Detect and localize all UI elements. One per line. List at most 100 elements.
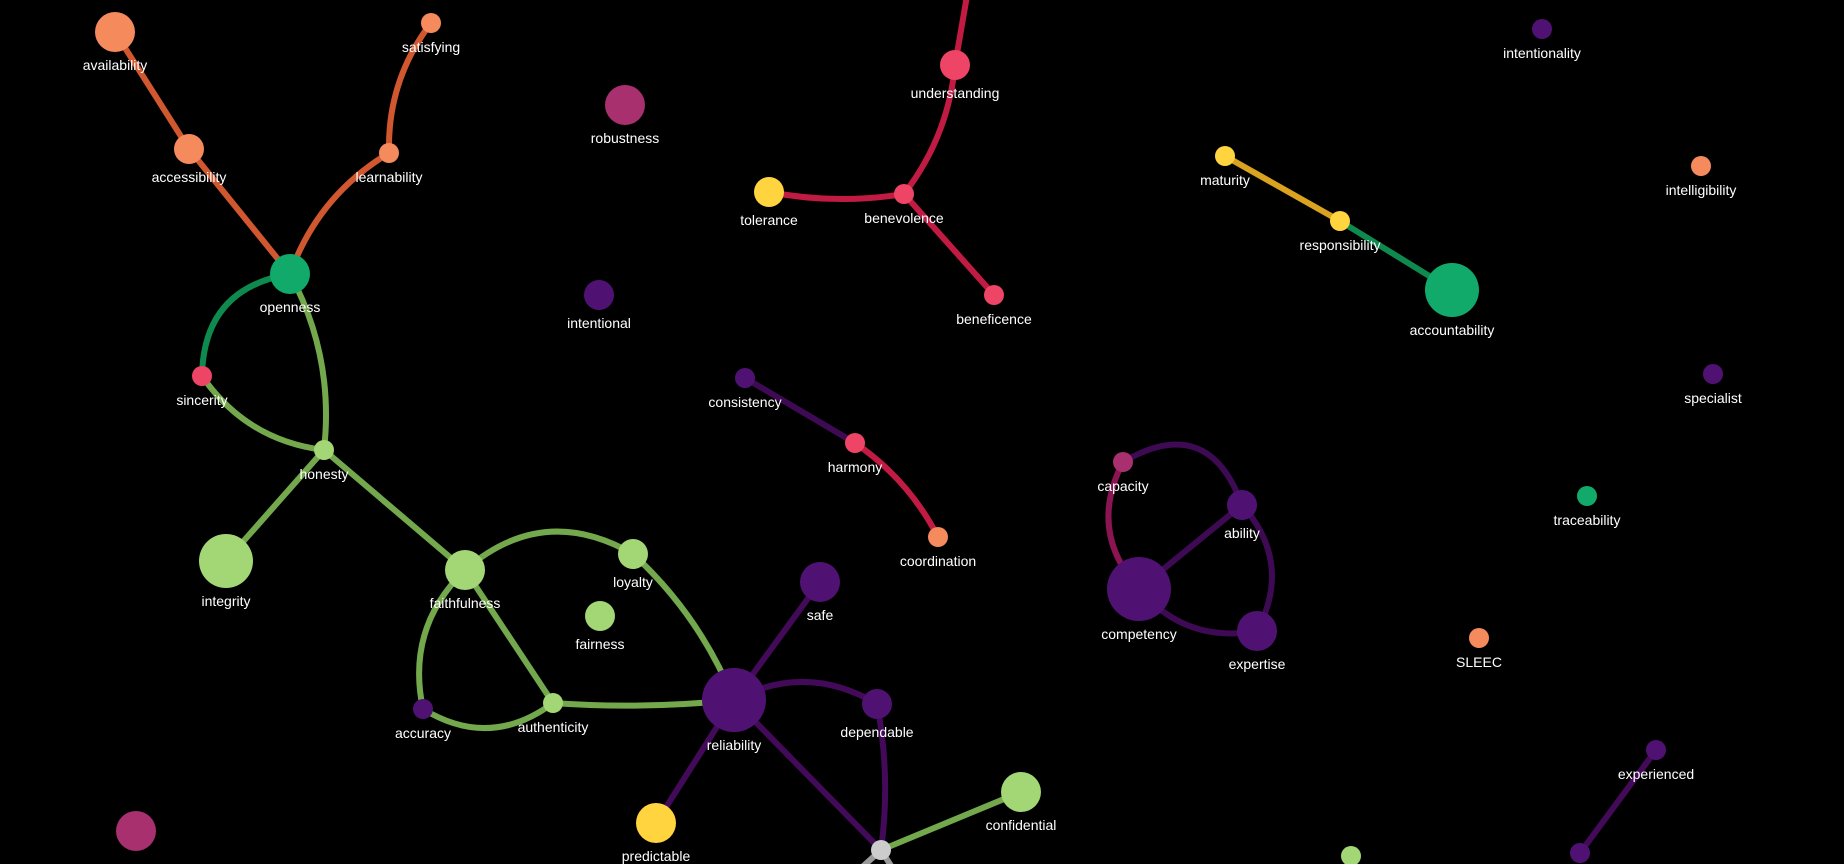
- node-integrity[interactable]: [199, 534, 253, 588]
- label-satisfying: satisfying: [402, 39, 460, 55]
- nodes-layer: [95, 12, 1723, 864]
- node-benevolence[interactable]: [894, 184, 914, 204]
- label-coordination: coordination: [900, 553, 976, 569]
- node-understanding[interactable]: [940, 50, 970, 80]
- node-consistency[interactable]: [735, 368, 755, 388]
- node-coordination[interactable]: [928, 527, 948, 547]
- edge-openness-honesty: [287, 271, 329, 453]
- edge-dependable-hub_bottom: [874, 701, 889, 853]
- label-traceability: traceability: [1554, 512, 1621, 528]
- node-safe[interactable]: [800, 562, 840, 602]
- label-predictable: predictable: [622, 848, 691, 864]
- node-accountability[interactable]: [1425, 263, 1479, 317]
- node-intentional[interactable]: [584, 280, 614, 310]
- edge-maturity-responsibility: [1222, 153, 1343, 224]
- label-responsibility: responsibility: [1300, 237, 1381, 253]
- label-competency: competency: [1101, 626, 1176, 642]
- label-safe: safe: [807, 607, 834, 623]
- node-beneficence[interactable]: [984, 285, 1004, 305]
- node-dependable[interactable]: [862, 689, 892, 719]
- node-reliability[interactable]: [702, 668, 766, 732]
- label-expertise: expertise: [1229, 656, 1286, 672]
- label-ability: ability: [1224, 525, 1260, 541]
- node-responsibility[interactable]: [1330, 211, 1350, 231]
- edge-faithfulness-accuracy: [416, 567, 468, 712]
- node-competency[interactable]: [1107, 557, 1171, 621]
- node-expertise[interactable]: [1237, 611, 1277, 651]
- node-bottom-green[interactable]: [1341, 846, 1361, 864]
- label-intelligibility: intelligibility: [1666, 182, 1737, 198]
- node-ability[interactable]: [1227, 490, 1257, 520]
- label-authenticity: authenticity: [518, 719, 589, 735]
- node-predictable[interactable]: [636, 803, 676, 843]
- node-bottom-purple[interactable]: [1570, 843, 1590, 863]
- node-intentionality[interactable]: [1532, 19, 1552, 39]
- edge-honesty-faithfulness: [321, 447, 468, 573]
- edge-satisfying-learnability: [385, 20, 434, 156]
- node-accessibility[interactable]: [174, 134, 204, 164]
- label-beneficence: beneficence: [956, 311, 1032, 327]
- label-sincerity: sincerity: [176, 392, 227, 408]
- edge-faithfulness-authenticity: [462, 567, 556, 706]
- edge-consistency-harmony: [742, 375, 858, 446]
- edge-accessibility-openness: [186, 146, 293, 277]
- label-dependable: dependable: [840, 724, 913, 740]
- edge-openness-sincerity: [199, 271, 293, 379]
- node-harmony[interactable]: [845, 433, 865, 453]
- node-robustness[interactable]: [605, 85, 645, 125]
- node-faithfulness[interactable]: [445, 550, 485, 590]
- label-consistency: consistency: [708, 394, 781, 410]
- node-authenticity[interactable]: [543, 693, 563, 713]
- node-loyalty[interactable]: [618, 539, 648, 569]
- label-learnability: learnability: [356, 169, 423, 185]
- label-integrity: integrity: [201, 593, 250, 609]
- label-loyalty: loyalty: [613, 574, 653, 590]
- label-intentionality: intentionality: [1503, 45, 1581, 61]
- node-satisfying[interactable]: [421, 13, 441, 33]
- node-sincerity[interactable]: [192, 366, 212, 386]
- label-sleec: SLEEC: [1456, 654, 1502, 670]
- label-reliability: reliability: [707, 737, 761, 753]
- node-learnability[interactable]: [379, 143, 399, 163]
- edge-capacity-ability: [1120, 441, 1245, 508]
- node-capacity[interactable]: [1113, 452, 1133, 472]
- node-specialist[interactable]: [1703, 364, 1723, 384]
- edge-tolerance-benevolence: [766, 189, 907, 202]
- node-intelligibility[interactable]: [1691, 156, 1711, 176]
- node-tolerance[interactable]: [754, 177, 784, 207]
- label-accuracy: accuracy: [395, 725, 451, 741]
- label-benevolence: benevolence: [864, 210, 944, 226]
- label-accountability: accountability: [1410, 322, 1495, 338]
- node-hub-bottom[interactable]: [871, 840, 891, 860]
- label-intentional: intentional: [567, 315, 631, 331]
- label-honesty: honesty: [299, 466, 348, 482]
- label-tolerance: tolerance: [740, 212, 798, 228]
- node-honesty[interactable]: [314, 440, 334, 460]
- label-accessibility: accessibility: [152, 169, 227, 185]
- node-openness[interactable]: [270, 254, 310, 294]
- edge-experienced-bottom_purple: [1577, 747, 1659, 856]
- node-experienced[interactable]: [1646, 740, 1666, 760]
- node-sleec[interactable]: [1469, 628, 1489, 648]
- node-fairness[interactable]: [585, 601, 615, 631]
- label-availability: availability: [83, 57, 148, 73]
- label-openness: openness: [260, 299, 321, 315]
- label-fairness: fairness: [575, 636, 624, 652]
- node-availability[interactable]: [95, 12, 135, 52]
- labels-layer: availability satisfying accessibility learn…: [83, 39, 1742, 864]
- label-robustness: robustness: [591, 130, 659, 146]
- node-bottom-magenta[interactable]: [116, 811, 156, 851]
- label-maturity: maturity: [1200, 172, 1250, 188]
- node-confidential[interactable]: [1001, 772, 1041, 812]
- edge-benevolence-beneficence: [901, 191, 997, 298]
- edge-sincerity-honesty: [199, 373, 327, 453]
- edge-faithfulness-loyalty: [462, 528, 636, 573]
- node-traceability[interactable]: [1577, 486, 1597, 506]
- node-accuracy[interactable]: [413, 699, 433, 719]
- label-confidential: confidential: [986, 817, 1057, 833]
- label-experienced: experienced: [1618, 766, 1694, 782]
- node-maturity[interactable]: [1215, 146, 1235, 166]
- label-harmony: harmony: [828, 459, 882, 475]
- edge-availability-accessibility: [112, 29, 192, 152]
